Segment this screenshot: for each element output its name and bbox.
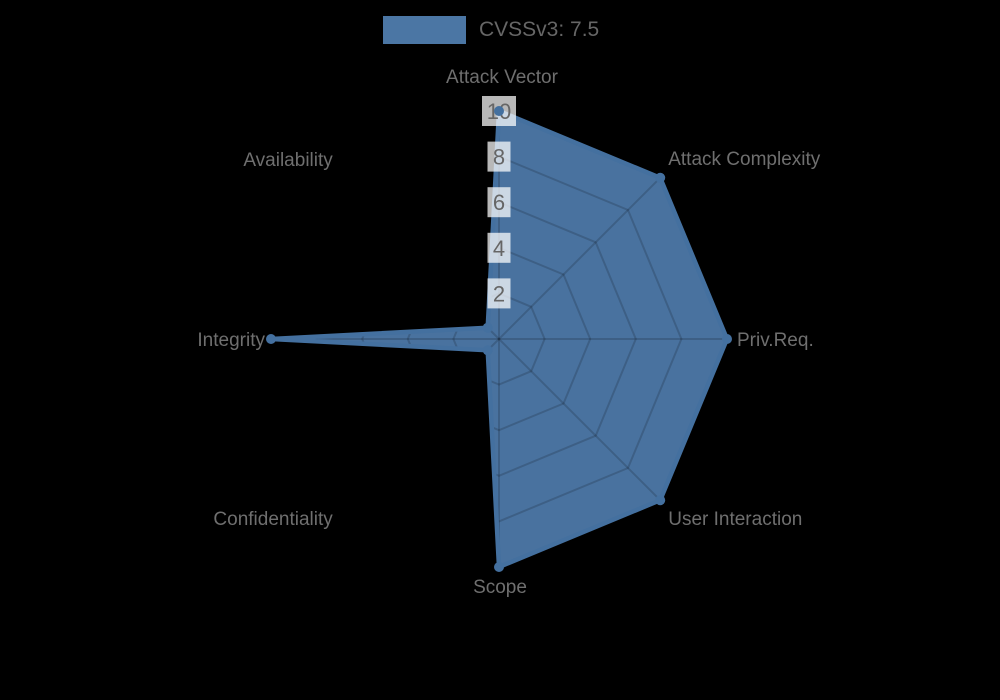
axis-label: Confidentiality [213, 509, 333, 530]
axis-spoke [498, 338, 661, 501]
data-point [482, 322, 493, 333]
grid-ring [315, 155, 683, 523]
tick-backdrop [487, 278, 511, 309]
axis-spoke [337, 177, 500, 340]
grid-ring [361, 201, 637, 477]
chart-legend: CVSSv3: 7.5 [383, 16, 599, 44]
axis-label: Attack Vector [446, 67, 559, 88]
axis-label: Attack Complexity [668, 149, 821, 170]
radar-area [271, 111, 727, 567]
tick-label: 2 [493, 281, 505, 306]
data-point [266, 334, 276, 344]
data-point [482, 345, 493, 356]
tick-label: 4 [493, 236, 505, 261]
data-point [655, 495, 666, 506]
axis-spoke [337, 338, 500, 501]
axis-label: Priv.Req. [737, 330, 814, 351]
tick-backdrop [487, 141, 511, 172]
grid-ring [452, 292, 546, 386]
axis-label: Scope [473, 577, 527, 598]
data-point [494, 106, 504, 116]
tick-label: 8 [493, 145, 505, 170]
legend-label: CVSSv3: 7.5 [479, 18, 600, 41]
data-point [655, 172, 666, 183]
tick-backdrop [487, 232, 511, 263]
tick-backdrop [487, 187, 511, 218]
data-point [494, 562, 504, 572]
grid-ring [406, 246, 592, 432]
legend-swatch [383, 16, 466, 44]
data-point [722, 334, 732, 344]
axis-spoke [498, 177, 661, 340]
axis-label: Integrity [197, 330, 265, 351]
axis-label: Availability [243, 150, 333, 171]
axis-label: User Interaction [668, 509, 802, 530]
tick-label: 6 [493, 190, 505, 215]
